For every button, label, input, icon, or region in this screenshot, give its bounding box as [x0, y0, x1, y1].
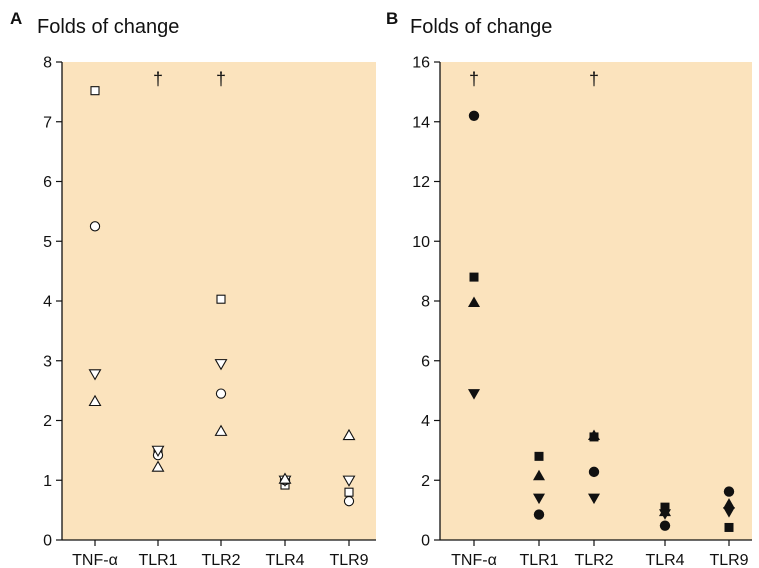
y-tick-label: 10: [412, 234, 430, 251]
series-triangle-down-filled: [468, 389, 735, 520]
data-point-square: [724, 522, 734, 532]
data-point-triangle-up: [533, 469, 545, 481]
data-point-triangle-down: [342, 475, 356, 487]
y-tick-label: 12: [412, 174, 430, 191]
data-point-triangle-down: [723, 507, 735, 518]
data-point-triangle-down: [659, 509, 671, 520]
y-tick-label: 2: [43, 413, 52, 430]
data-point-circle: [723, 486, 735, 497]
data-point-circle: [533, 509, 545, 520]
data-point-triangle-down: [588, 493, 600, 505]
y-tick-label: 8: [421, 294, 430, 311]
data-point-triangle-down: [533, 493, 545, 505]
data-point-square: [534, 451, 544, 461]
y-tick-label: 1: [43, 473, 52, 490]
x-tick-label: TLR2: [574, 552, 613, 568]
data-point-circle: [659, 520, 671, 531]
data-point-triangle-up: [88, 394, 102, 407]
y-tick-label: 4: [421, 413, 430, 430]
panel-a: A Folds of change 0 1 2 3 4 5 6 7 8 TNF-α TLR1 TLR2 TL…: [10, 9, 376, 568]
data-point-square: [469, 272, 479, 282]
x-tick-label: TLR2: [201, 552, 240, 568]
y-tick-label: 8: [43, 55, 52, 72]
data-point-circle: [89, 221, 101, 232]
data-point-triangle-up: [468, 296, 480, 307]
data-point-triangle-down: [214, 359, 228, 371]
data-point-circle: [468, 110, 480, 121]
panel-letter-b: B: [386, 9, 398, 28]
series-circle-filled: [468, 110, 735, 531]
data-point-triangle-up: [214, 424, 228, 436]
data-point-triangle-up: [278, 472, 292, 484]
significance-dagger: †: [589, 69, 599, 89]
x-tick-label: TLR1: [519, 552, 558, 568]
y-tick-label: 6: [43, 174, 52, 191]
data-point-triangle-up: [342, 428, 356, 441]
data-point-triangle-up: [723, 498, 735, 509]
y-tick-label: 14: [412, 114, 430, 131]
y-tick-label: 3: [43, 353, 52, 370]
data-point-circle: [588, 466, 600, 478]
x-tick-label: TNF-α: [451, 552, 497, 568]
series-triangle-up-open: [88, 394, 356, 484]
x-tick-label: TLR4: [645, 552, 684, 568]
x-tick-label: TLR4: [265, 552, 304, 568]
y-axis-title-a: Folds of change: [37, 16, 179, 38]
y-tick-label: 6: [421, 353, 430, 370]
x-tick-label: TLR9: [709, 552, 748, 568]
y-tick-label: 7: [43, 114, 52, 131]
data-point-square: [344, 487, 354, 497]
y-tick-label: 0: [43, 533, 52, 550]
data-point-square: [216, 294, 226, 304]
panel-letter-a: A: [10, 9, 22, 28]
y-tick-label: 4: [43, 294, 52, 311]
x-tick-label: TLR9: [329, 552, 368, 568]
data-point-triangle-down: [151, 445, 165, 457]
plot-area-b: [440, 62, 752, 540]
y-tick-label: 2: [421, 473, 430, 490]
data-point-circle: [343, 496, 355, 507]
data-point-triangle-up: [151, 460, 165, 472]
panel-b: B Folds of change 0 2 4 6 8 10 12 14 16 TNF-α TLR1 TL…: [386, 9, 752, 568]
y-tick-label: 0: [421, 533, 430, 550]
data-point-circle: [215, 388, 227, 399]
data-point-triangle-down: [88, 369, 102, 381]
data-point-square: [90, 86, 100, 96]
significance-dagger: †: [469, 69, 479, 89]
significance-dagger: †: [153, 69, 163, 89]
y-axis-title-b: Folds of change: [410, 16, 552, 38]
data-point-triangle-down: [468, 389, 480, 400]
x-tick-label: TNF-α: [72, 552, 118, 568]
y-tick-label: 16: [412, 55, 430, 72]
significance-dagger: †: [216, 69, 226, 89]
y-tick-label: 5: [43, 234, 52, 251]
x-tick-label: TLR1: [138, 552, 177, 568]
data-point-triangle-up: [588, 429, 600, 440]
